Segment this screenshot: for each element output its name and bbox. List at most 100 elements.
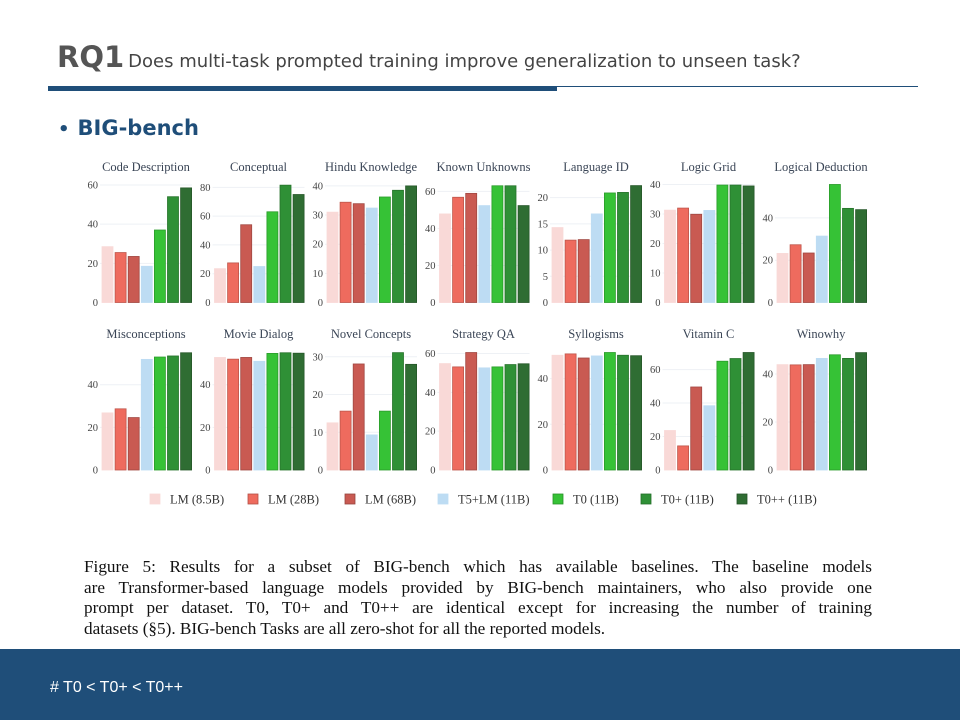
legend-swatch — [344, 493, 356, 505]
y-tick-label: 20 — [88, 423, 99, 434]
bar-t0-11b — [167, 355, 179, 471]
legend-label: LM (8.5B) — [170, 493, 224, 507]
bar-lm-8-5b — [776, 253, 789, 303]
panel-title: Strategy QA — [452, 327, 515, 341]
caption-line: datasets (§5). BIG-bench Tasks are all z… — [84, 618, 606, 638]
bar-t5-lm-11b — [253, 266, 266, 303]
y-tick-label: 15 — [538, 219, 549, 230]
y-tick-label: 20 — [425, 427, 436, 438]
legend-swatch — [247, 493, 259, 505]
legend-swatch — [552, 493, 564, 505]
caption-line: are Transformer-based language models pr… — [84, 577, 872, 597]
y-tick-label: 0 — [318, 466, 323, 477]
bar-lm-8-5b — [101, 412, 114, 471]
legend-label: T0++ (11B) — [757, 493, 817, 507]
bar-lm-68b — [802, 364, 815, 471]
bar-lm-68b — [465, 352, 478, 471]
legend-swatch — [437, 493, 449, 505]
bar-lm-68b — [577, 357, 590, 471]
bar-t0-11b — [153, 356, 166, 471]
y-tick-label: 20 — [200, 423, 211, 434]
y-tick-label: 20 — [425, 261, 436, 272]
bar-lm-8-5b — [551, 227, 564, 303]
bar-t0-11b — [742, 352, 755, 471]
y-tick-label: 40 — [650, 180, 661, 191]
bar-t0-11b — [716, 184, 729, 303]
y-tick-label: 20 — [538, 420, 549, 431]
figure-caption: Figure 5: Results for a subset of BIG-be… — [84, 557, 872, 639]
panel-title: Novel Concepts — [331, 327, 411, 341]
bar-lm-28b — [677, 445, 689, 471]
legend-label: T5+LM (11B) — [458, 493, 530, 507]
y-tick-label: 60 — [200, 212, 211, 223]
bar-t0-11b — [279, 352, 292, 471]
y-tick-label: 30 — [650, 209, 661, 220]
bar-t0-11b — [630, 185, 642, 303]
bar-lm-28b — [339, 201, 352, 303]
bar-lm-8-5b — [439, 213, 451, 303]
bar-lm-68b — [240, 357, 253, 471]
y-tick-label: 80 — [200, 183, 211, 194]
y-tick-label: 10 — [313, 428, 324, 439]
bar-t5-lm-11b — [478, 367, 491, 471]
bar-lm-28b — [339, 410, 352, 471]
bar-t5-lm-11b — [590, 355, 603, 471]
y-tick-label: 20 — [538, 193, 549, 204]
bar-lm-68b — [577, 239, 590, 303]
y-tick-label: 20 — [763, 256, 774, 267]
y-tick-label: 0 — [768, 298, 773, 309]
bar-t0-11b — [604, 192, 616, 303]
bar-lm-8-5b — [664, 430, 676, 471]
bar-t0-11b — [392, 352, 404, 471]
y-tick-label: 60 — [650, 365, 661, 376]
bar-t0-11b — [279, 184, 292, 303]
bar-lm-68b — [352, 363, 365, 471]
bar-t0-11b — [504, 185, 517, 303]
bar-lm-28b — [789, 244, 802, 303]
bar-t0-11b — [292, 352, 305, 471]
bar-lm-8-5b — [101, 246, 114, 303]
y-tick-label: 40 — [313, 181, 324, 192]
bar-lm-68b — [802, 252, 815, 303]
y-tick-label: 60 — [88, 180, 99, 191]
legend-label: T0 (11B) — [573, 493, 619, 507]
bar-t5-lm-11b — [365, 207, 378, 303]
panel-title: Code Description — [102, 160, 191, 174]
y-tick-label: 40 — [763, 213, 774, 224]
bar-lm-28b — [677, 207, 689, 303]
panel-title: Vitamin C — [683, 327, 735, 341]
y-tick-label: 0 — [655, 466, 660, 477]
bar-t5-lm-11b — [590, 213, 603, 303]
bar-lm-68b — [352, 203, 365, 303]
bar-t0-11b — [491, 185, 504, 303]
title-underline-thin — [557, 86, 918, 87]
footer-note: # T0 < T0+ < T0++ — [50, 679, 183, 696]
title-underline-thick — [48, 86, 557, 91]
bar-t0-11b — [630, 355, 642, 471]
bar-t5-lm-11b — [815, 235, 828, 303]
panel-title: Movie Dialog — [224, 327, 295, 341]
bullet-text: BIG-bench — [77, 116, 199, 140]
bar-t0-11b — [829, 184, 841, 303]
y-tick-label: 60 — [425, 349, 436, 360]
legend-swatch — [736, 493, 748, 505]
y-tick-label: 40 — [763, 370, 774, 381]
y-tick-label: 40 — [425, 388, 436, 399]
bar-t0-11b — [491, 366, 504, 471]
bar-t0-11b — [855, 209, 867, 303]
bar-lm-8-5b — [214, 268, 226, 303]
legend-label: LM (68B) — [365, 493, 416, 507]
bar-lm-8-5b — [326, 211, 339, 303]
bar-lm-28b — [227, 358, 240, 471]
bar-lm-28b — [452, 366, 465, 471]
y-tick-label: 20 — [650, 239, 661, 250]
y-tick-label: 20 — [763, 418, 774, 429]
bar-lm-28b — [114, 252, 127, 303]
bar-t0-11b — [180, 187, 193, 303]
bar-t5-lm-11b — [140, 358, 153, 471]
y-tick-label: 40 — [88, 220, 99, 231]
bar-t0-11b — [604, 352, 616, 471]
y-tick-label: 0 — [655, 298, 660, 309]
bar-lm-28b — [227, 262, 240, 303]
